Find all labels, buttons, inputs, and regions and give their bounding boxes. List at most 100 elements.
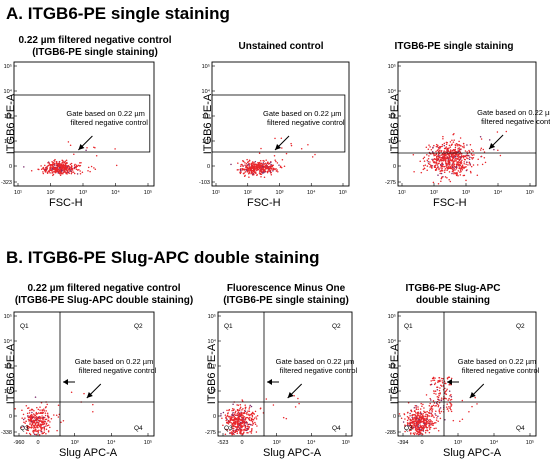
gate-rectangle: [211, 94, 346, 153]
y-tick-label: -275: [205, 430, 216, 436]
data-point: [422, 403, 424, 406]
plot-frame: [397, 61, 537, 187]
data-point: [240, 424, 242, 427]
data-point: [43, 416, 46, 419]
data-point: [439, 380, 441, 383]
data-point: [232, 416, 234, 418]
data-point: [446, 149, 448, 152]
data-point: [252, 169, 254, 172]
data-point: [411, 416, 413, 418]
y-tick-label: 10⁴: [388, 338, 397, 345]
data-point: [415, 408, 418, 410]
data-point: [51, 172, 53, 174]
data-point: [79, 172, 82, 175]
data-point: [450, 159, 452, 162]
data-point: [259, 169, 261, 171]
data-point: [432, 400, 435, 402]
data-point: [463, 161, 465, 163]
data-point: [41, 421, 44, 424]
data-point: [60, 163, 62, 165]
data-point: [27, 416, 29, 418]
data-point: [446, 169, 448, 172]
data-point: [32, 430, 34, 433]
quadrant-label: Q4: [134, 425, 143, 432]
data-point: [469, 170, 472, 173]
data-point: [24, 422, 26, 424]
data-point: [431, 405, 434, 408]
data-point: [470, 153, 473, 155]
data-point: [251, 420, 254, 423]
data-point: [450, 405, 452, 408]
y-axis-label: ITGB6 PE-A: [389, 93, 401, 154]
data-point: [451, 157, 454, 159]
data-point: [443, 144, 446, 147]
data-point: [410, 432, 412, 434]
data-point: [255, 172, 257, 175]
data-point: [438, 168, 440, 171]
x-tick-label: 10³: [454, 440, 462, 446]
data-point: [413, 424, 416, 427]
data-point: [425, 419, 427, 421]
data-point: [440, 384, 442, 386]
data-point: [468, 162, 471, 164]
data-point: [61, 159, 63, 162]
data-point: [44, 414, 47, 417]
data-point: [35, 422, 37, 425]
data-point: [435, 404, 437, 407]
data-point: [452, 169, 455, 172]
data-point: [429, 166, 431, 168]
data-point: [455, 166, 457, 169]
data-point: [44, 164, 46, 167]
data-point: [448, 178, 450, 181]
data-point: [432, 422, 435, 425]
data-point: [460, 167, 463, 169]
data-point: [259, 166, 262, 168]
data-point: [458, 166, 460, 168]
data-point: [421, 416, 424, 419]
data-point: [248, 406, 251, 408]
data-point: [30, 170, 33, 172]
data-point: [429, 402, 431, 405]
data-point: [448, 405, 450, 408]
data-point: [470, 171, 472, 174]
data-point: [250, 168, 252, 170]
panel-title: 0.22 µm filtered negative control: [27, 283, 180, 294]
data-point: [261, 164, 264, 167]
data-point: [437, 182, 440, 185]
y-tick-label: -338: [1, 430, 12, 436]
data-point: [440, 159, 443, 161]
data-point: [425, 425, 427, 428]
data-point: [430, 399, 432, 401]
data-point: [433, 165, 436, 167]
data-point: [70, 162, 73, 165]
data-point: [453, 133, 455, 135]
data-point: [232, 403, 234, 405]
data-point: [440, 154, 442, 156]
data-point: [472, 150, 474, 153]
data-point: [440, 149, 443, 152]
data-point: [280, 137, 283, 140]
data-point: [445, 153, 447, 156]
data-point: [438, 149, 441, 152]
data-point: [238, 413, 240, 415]
data-point: [244, 407, 247, 410]
data-point: [448, 397, 450, 400]
data-point: [427, 160, 429, 163]
quadrant-label: Q4: [332, 425, 341, 432]
data-point: [441, 377, 443, 380]
panel-title: (ITGB6-PE Slug-APC double staining): [15, 295, 193, 306]
data-point: [446, 403, 448, 405]
data-point: [437, 420, 439, 422]
y-tick-label: 10²: [388, 389, 396, 395]
data-point: [260, 147, 262, 150]
data-point: [432, 379, 434, 382]
data-point: [67, 141, 70, 143]
data-point: [425, 426, 428, 429]
data-point: [423, 410, 425, 412]
data-point: [47, 162, 49, 164]
data-point: [454, 160, 456, 162]
data-point: [417, 411, 420, 413]
data-point: [440, 170, 442, 172]
data-point: [34, 424, 36, 427]
data-point: [57, 165, 59, 167]
